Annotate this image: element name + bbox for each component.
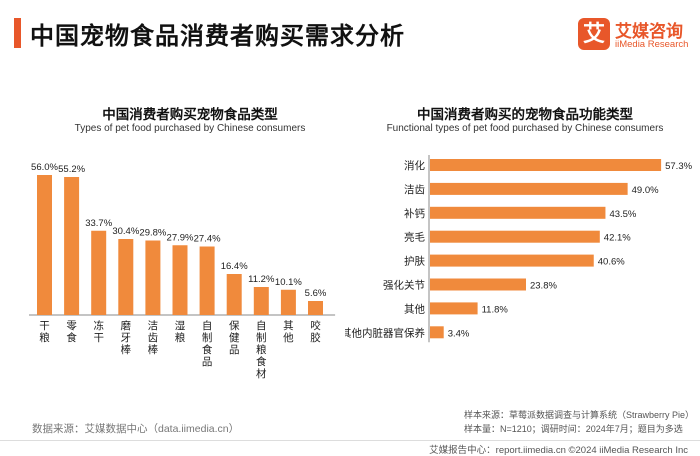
data-label: 55.2%	[58, 164, 85, 175]
data-source-left: 数据来源：艾媒数据中心（data.iimedia.cn）	[32, 423, 240, 435]
bar	[280, 289, 296, 315]
logo-text-en: iiMedia Research	[615, 39, 689, 50]
bar	[64, 177, 80, 315]
data-label: 5.6%	[305, 288, 327, 299]
bar	[430, 254, 594, 267]
category-label: 其他	[404, 302, 425, 315]
bar	[430, 230, 600, 243]
title-accent-bar	[14, 18, 21, 48]
bar	[430, 182, 628, 195]
footer-divider	[0, 440, 700, 441]
category-label: 消化	[404, 159, 425, 172]
data-label: 16.4%	[221, 261, 248, 272]
category-label: 湿粮	[175, 320, 186, 344]
right-bar-chart: 消化 57.3% 洁齿 49.0% 补钙 43.5% 亮毛 42.1% 护肤 40.6% 强化关节 2…	[345, 155, 693, 343]
left-bar-chart: 56.0% 干粮 55.2% 零食 33.7% 冻干 30.4% 磨牙棒 29.8% 洁齿棒 27.…	[29, 162, 336, 380]
data-label: 11.2%	[248, 274, 275, 285]
bar	[253, 287, 269, 315]
bar	[430, 159, 662, 171]
right-chart-title: 中国消费者购买的宠物食品功能类型	[417, 107, 633, 122]
data-label: 43.5%	[609, 209, 636, 220]
bar	[430, 206, 606, 219]
sample-size-note: 样本量：N=1210；调研时间：2024年7月；题目为多选	[464, 424, 683, 434]
category-label: 洁齿棒	[148, 319, 159, 356]
category-label: 洁齿	[404, 183, 425, 196]
category-label: 咬胶	[310, 319, 321, 344]
data-label: 27.4%	[194, 234, 221, 245]
footer-report-center: 艾媒报告中心：report.iimedia.cn ©2024 iiMedia R…	[429, 445, 688, 456]
bar	[430, 326, 444, 339]
iimedia-logo: 艾 艾媒咨询 iiMedia Research	[578, 14, 688, 58]
data-label: 30.4%	[112, 226, 139, 237]
bar	[145, 240, 161, 315]
category-label: 强化关节	[383, 279, 425, 292]
bar	[118, 239, 134, 315]
category-label: 保健品	[229, 319, 240, 356]
data-label: 3.4%	[448, 328, 470, 339]
data-label: 49.0%	[632, 185, 659, 196]
data-label: 33.7%	[85, 218, 112, 229]
right-chart-subtitle: Functional types of pet food purchased b…	[386, 123, 664, 134]
category-label: 其他内脏器官保养	[345, 326, 425, 339]
category-label: 自制食品	[202, 319, 213, 368]
bar	[37, 175, 52, 315]
left-chart-title: 中国消费者购买宠物食品类型	[102, 107, 278, 122]
bar	[172, 245, 188, 315]
bar	[199, 246, 215, 315]
data-label: 11.8%	[482, 304, 509, 315]
category-label: 其他	[283, 320, 294, 344]
page-title: 中国宠物食品消费者购买需求分析	[30, 23, 405, 50]
logo-mark: 艾	[578, 18, 610, 50]
category-label: 补钙	[404, 207, 425, 220]
category-label: 磨牙棒	[121, 320, 132, 356]
bar	[430, 278, 526, 291]
bar	[91, 230, 107, 315]
data-label: 27.9%	[167, 232, 194, 243]
bar	[226, 274, 242, 315]
category-label: 护肤	[404, 255, 425, 268]
category-label: 亮毛	[404, 231, 425, 244]
category-label: 干粮	[39, 320, 50, 344]
data-label: 40.6%	[598, 257, 625, 268]
data-label: 10.1%	[275, 277, 302, 288]
category-label: 冻干	[93, 319, 104, 344]
bar	[430, 302, 478, 315]
data-label: 56.0%	[31, 162, 58, 173]
data-label: 29.8%	[139, 228, 166, 239]
category-label: 自制粮食材	[256, 319, 267, 380]
sample-source-note: 样本来源：草莓派数据调查与计算系统（Strawberry Pie）	[464, 410, 695, 420]
logo-text-cn: 艾媒咨询	[615, 22, 683, 41]
data-label: 42.1%	[604, 233, 631, 244]
left-chart-subtitle: Types of pet food purchased by Chinese c…	[74, 123, 306, 134]
data-label: 57.3%	[665, 161, 692, 172]
bar	[308, 301, 323, 315]
category-label: 零食	[66, 320, 77, 344]
data-label: 23.8%	[530, 281, 557, 292]
